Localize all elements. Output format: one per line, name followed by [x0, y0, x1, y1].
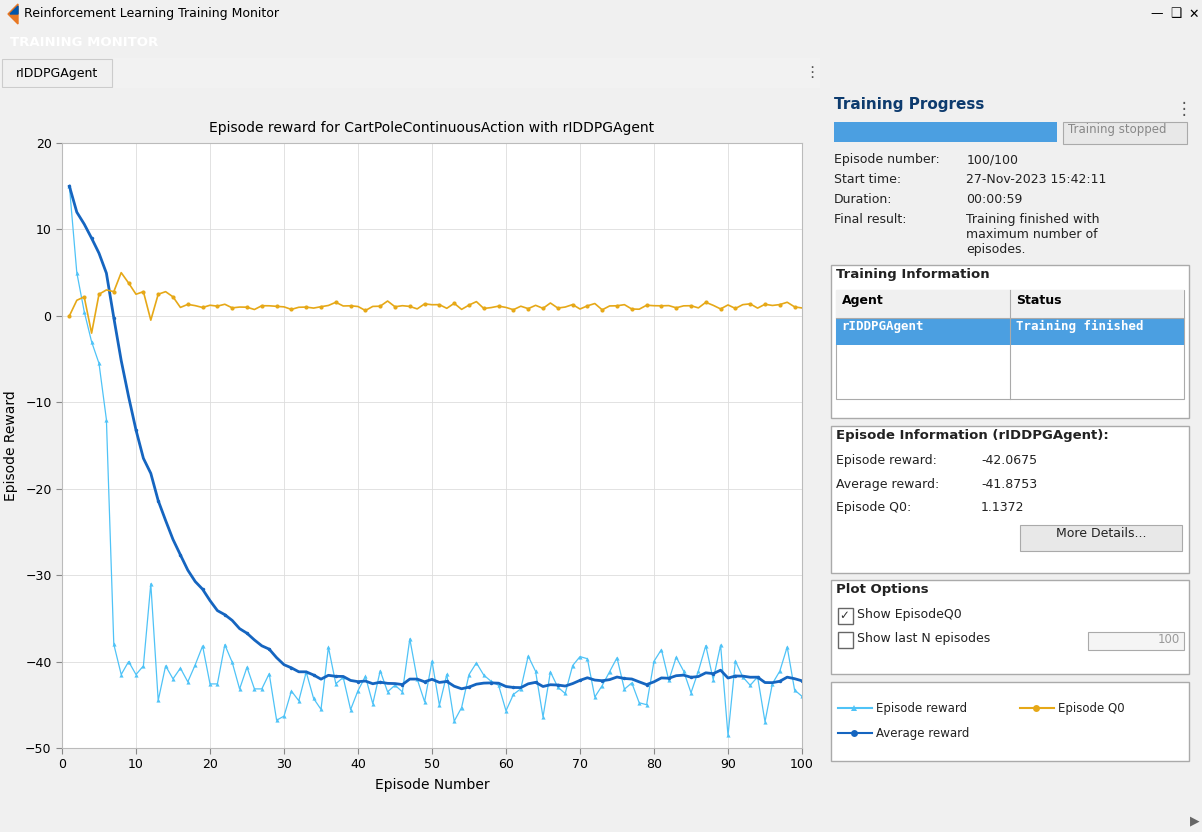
Text: ⋮: ⋮	[1176, 100, 1192, 118]
Text: Status: Status	[1016, 294, 1061, 307]
Text: Episode Information (rIDDPGAgent):: Episode Information (rIDDPGAgent):	[835, 429, 1108, 443]
Polygon shape	[8, 4, 18, 24]
Bar	[831, 426, 1189, 572]
Text: Plot Options: Plot Options	[835, 583, 928, 597]
Text: rIDDPGAgent: rIDDPGAgent	[841, 319, 924, 333]
Average reward	[795, 676, 809, 686]
Text: Reinforcement Learning Training Monitor: Reinforcement Learning Training Monitor	[24, 7, 279, 21]
Text: Show EpisodeQ0: Show EpisodeQ0	[857, 608, 962, 622]
Episode Q0	[84, 328, 99, 338]
Episode reward	[203, 679, 218, 689]
Bar	[1088, 631, 1184, 650]
Bar	[835, 318, 1184, 345]
Line: Episode reward: Episode reward	[67, 184, 804, 737]
Text: rIDDPGAgent: rIDDPGAgent	[16, 67, 99, 80]
Text: Average reward: Average reward	[876, 727, 970, 740]
Text: Duration:: Duration:	[834, 193, 892, 206]
Text: Episode Q0:: Episode Q0:	[835, 502, 911, 514]
Episode Q0	[63, 311, 77, 321]
Text: -42.0675: -42.0675	[981, 454, 1037, 467]
Line: Average reward: Average reward	[67, 185, 804, 691]
Bar	[0, 58, 820, 88]
Bar	[831, 265, 1189, 418]
X-axis label: Episode Number: Episode Number	[375, 779, 489, 792]
Bar	[835, 290, 1184, 399]
Bar	[831, 682, 1189, 761]
Text: 100/100: 100/100	[966, 153, 1018, 166]
Bar	[834, 121, 1057, 141]
Text: Episode number:: Episode number:	[834, 153, 940, 166]
Average reward	[440, 676, 454, 686]
Average reward	[232, 624, 246, 634]
Text: ▶: ▶	[1190, 815, 1200, 828]
Text: Show last N episodes: Show last N episodes	[857, 631, 990, 645]
Bar	[838, 608, 853, 624]
Bar	[835, 290, 1184, 318]
Average reward	[766, 678, 780, 688]
Episode reward	[499, 706, 513, 716]
Text: 27-Nov-2023 15:42:11: 27-Nov-2023 15:42:11	[966, 173, 1107, 186]
Title: Episode reward for CartPoleContinuousAction with rIDDPGAgent: Episode reward for CartPoleContinuousAct…	[209, 121, 655, 135]
Text: Start time:: Start time:	[834, 173, 900, 186]
Episode Q0	[795, 303, 809, 313]
Bar	[838, 631, 853, 647]
Text: ⋮: ⋮	[804, 66, 820, 81]
Average reward	[743, 672, 757, 682]
Episode reward	[63, 181, 77, 191]
Text: Episode Q0: Episode Q0	[1059, 702, 1125, 715]
Bar	[1019, 525, 1183, 551]
Text: ✕: ✕	[1189, 7, 1200, 21]
Text: Final result:: Final result:	[834, 213, 906, 225]
Line: Episode Q0: Episode Q0	[67, 270, 804, 335]
Episode Q0	[114, 268, 129, 278]
Text: Average reward:: Average reward:	[835, 478, 939, 491]
Episode Q0	[513, 301, 528, 311]
Episode reward	[440, 670, 454, 680]
Bar	[820, 58, 1202, 88]
Episode reward	[721, 730, 736, 740]
Average reward	[63, 181, 77, 191]
Bar	[831, 581, 1189, 675]
Text: 00:00:59: 00:00:59	[966, 193, 1023, 206]
Text: 1.1372: 1.1372	[981, 502, 1024, 514]
Text: Episode reward: Episode reward	[876, 702, 968, 715]
Text: Agent: Agent	[841, 294, 883, 307]
Episode Q0	[773, 300, 787, 310]
Y-axis label: Episode Reward: Episode Reward	[4, 390, 18, 501]
Bar	[1064, 121, 1188, 144]
Text: Training finished: Training finished	[1016, 319, 1143, 333]
Text: Training stopped: Training stopped	[1069, 123, 1167, 136]
Average reward	[203, 596, 218, 606]
Polygon shape	[10, 6, 18, 14]
Episode Q0	[454, 305, 469, 314]
Text: ✓: ✓	[839, 609, 850, 622]
Text: Training Information: Training Information	[835, 268, 989, 281]
Bar	[2, 59, 112, 87]
Episode reward	[743, 681, 757, 691]
Average reward	[506, 682, 520, 692]
Episode reward	[795, 691, 809, 701]
Episode Q0	[218, 300, 232, 310]
Episode reward	[766, 679, 780, 689]
Text: TRAINING MONITOR: TRAINING MONITOR	[10, 37, 159, 49]
Text: -41.8753: -41.8753	[981, 478, 1037, 491]
Episode reward	[232, 684, 246, 694]
Average reward	[454, 684, 469, 694]
Text: Episode reward:: Episode reward:	[835, 454, 936, 467]
Text: 100: 100	[1158, 633, 1179, 646]
Episode Q0	[750, 303, 764, 313]
Episode Q0	[248, 305, 262, 314]
Text: —: —	[1150, 7, 1164, 21]
Text: More Details...: More Details...	[1055, 527, 1147, 540]
Text: Training Progress: Training Progress	[834, 97, 984, 112]
Text: ❑: ❑	[1171, 7, 1182, 21]
Text: Training finished with
maximum number of
episodes.: Training finished with maximum number of…	[966, 213, 1100, 255]
